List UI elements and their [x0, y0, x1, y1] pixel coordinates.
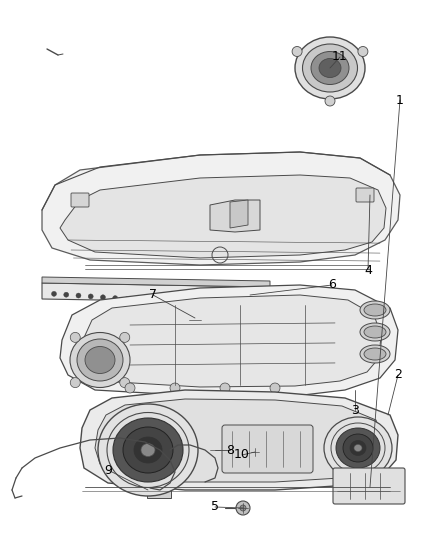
- Circle shape: [70, 377, 80, 387]
- Ellipse shape: [303, 44, 357, 92]
- Circle shape: [120, 377, 130, 387]
- Circle shape: [64, 292, 69, 297]
- Ellipse shape: [364, 304, 386, 316]
- Circle shape: [88, 294, 93, 299]
- Ellipse shape: [360, 345, 390, 363]
- Circle shape: [125, 383, 135, 393]
- Circle shape: [186, 301, 191, 306]
- Circle shape: [325, 96, 335, 106]
- Circle shape: [236, 501, 250, 515]
- Circle shape: [249, 446, 261, 458]
- Circle shape: [220, 383, 230, 393]
- Text: 2: 2: [394, 368, 402, 382]
- Polygon shape: [230, 200, 248, 228]
- Ellipse shape: [77, 339, 123, 381]
- Ellipse shape: [364, 326, 386, 338]
- Circle shape: [149, 298, 154, 303]
- Ellipse shape: [360, 301, 390, 319]
- FancyBboxPatch shape: [333, 468, 405, 504]
- Text: 11: 11: [332, 51, 348, 63]
- Ellipse shape: [295, 37, 365, 99]
- Ellipse shape: [113, 418, 183, 482]
- Polygon shape: [95, 399, 382, 482]
- Circle shape: [187, 312, 203, 328]
- FancyBboxPatch shape: [206, 441, 224, 459]
- Circle shape: [52, 292, 57, 296]
- Circle shape: [211, 303, 215, 308]
- Circle shape: [174, 300, 179, 305]
- Circle shape: [259, 306, 265, 311]
- Circle shape: [120, 333, 130, 342]
- Circle shape: [240, 505, 246, 511]
- Circle shape: [235, 304, 240, 309]
- Circle shape: [292, 46, 302, 56]
- Polygon shape: [80, 390, 398, 490]
- Text: 9: 9: [104, 464, 112, 477]
- Circle shape: [137, 297, 142, 302]
- Ellipse shape: [354, 445, 362, 451]
- FancyBboxPatch shape: [147, 484, 171, 498]
- Text: 6: 6: [328, 279, 336, 292]
- Circle shape: [170, 383, 180, 393]
- Circle shape: [198, 302, 203, 306]
- Text: 3: 3: [351, 403, 359, 416]
- Circle shape: [76, 293, 81, 298]
- Polygon shape: [60, 285, 398, 396]
- Ellipse shape: [70, 333, 130, 387]
- Circle shape: [162, 299, 166, 304]
- Text: 10: 10: [234, 448, 250, 462]
- Ellipse shape: [324, 417, 392, 479]
- FancyBboxPatch shape: [356, 188, 374, 202]
- Circle shape: [191, 316, 199, 324]
- Circle shape: [125, 296, 130, 302]
- Circle shape: [223, 303, 228, 309]
- Ellipse shape: [123, 427, 173, 473]
- FancyBboxPatch shape: [222, 425, 313, 473]
- Polygon shape: [42, 283, 270, 303]
- Ellipse shape: [331, 423, 385, 473]
- Circle shape: [100, 295, 106, 300]
- Ellipse shape: [134, 437, 162, 463]
- Circle shape: [270, 383, 280, 393]
- Ellipse shape: [311, 52, 349, 85]
- Text: 5: 5: [211, 500, 219, 513]
- Ellipse shape: [85, 346, 115, 374]
- Ellipse shape: [141, 443, 155, 456]
- Ellipse shape: [98, 404, 198, 496]
- Polygon shape: [42, 152, 400, 265]
- Circle shape: [70, 333, 80, 342]
- Ellipse shape: [107, 413, 189, 488]
- Text: 1: 1: [396, 93, 404, 107]
- Circle shape: [358, 46, 368, 56]
- Circle shape: [113, 296, 118, 301]
- FancyBboxPatch shape: [71, 193, 89, 207]
- Circle shape: [247, 305, 252, 310]
- Ellipse shape: [343, 434, 373, 462]
- Polygon shape: [60, 175, 386, 258]
- Ellipse shape: [319, 59, 341, 77]
- Ellipse shape: [364, 348, 386, 360]
- Polygon shape: [210, 200, 260, 232]
- Ellipse shape: [360, 323, 390, 341]
- Ellipse shape: [336, 428, 380, 468]
- Ellipse shape: [350, 440, 366, 456]
- Text: 7: 7: [149, 288, 157, 302]
- Polygon shape: [73, 295, 381, 387]
- Text: 4: 4: [364, 263, 372, 277]
- Text: 8: 8: [226, 443, 234, 456]
- Polygon shape: [42, 277, 270, 287]
